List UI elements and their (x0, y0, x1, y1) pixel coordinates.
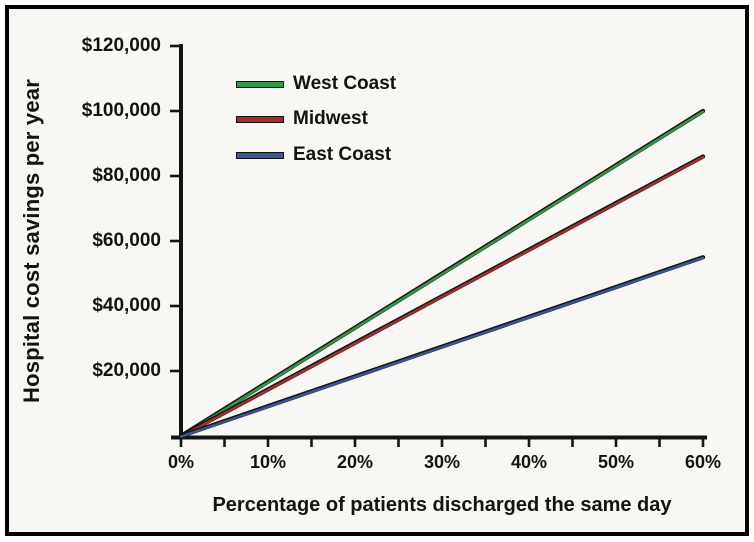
x-tick-label: 40% (510, 452, 548, 472)
y-tick-label: $40,000 (92, 295, 161, 316)
legend-swatch-east-coast (236, 151, 284, 159)
x-tick-label: 60% (684, 452, 722, 472)
legend-label: Midwest (293, 108, 368, 129)
x-tick-label: 20% (336, 452, 374, 472)
y-tick-label: $120,000 (81, 35, 161, 56)
x-tick-label: 0% (167, 452, 194, 472)
legend-item: Midwest (236, 108, 368, 130)
legend-label: East Coast (293, 144, 392, 165)
legend-item: East Coast (236, 144, 391, 166)
y-tick-label: $20,000 (92, 360, 161, 381)
legend-label: West Coast (293, 73, 397, 94)
legend-swatch-west-coast (236, 80, 284, 88)
x-tick-label: 50% (597, 452, 635, 472)
x-tick-label: 30% (423, 452, 461, 472)
chart-border-frame (5, 5, 749, 536)
x-tick-label: 10% (249, 452, 287, 472)
y-tick-label: $60,000 (92, 230, 161, 251)
y-tick-label: $100,000 (81, 100, 161, 121)
legend-item: West Coast (236, 73, 396, 95)
legend-swatch-midwest (236, 115, 284, 123)
x-axis-title: Percentage of patients discharged the sa… (212, 494, 672, 516)
y-tick-label: $80,000 (92, 165, 161, 186)
